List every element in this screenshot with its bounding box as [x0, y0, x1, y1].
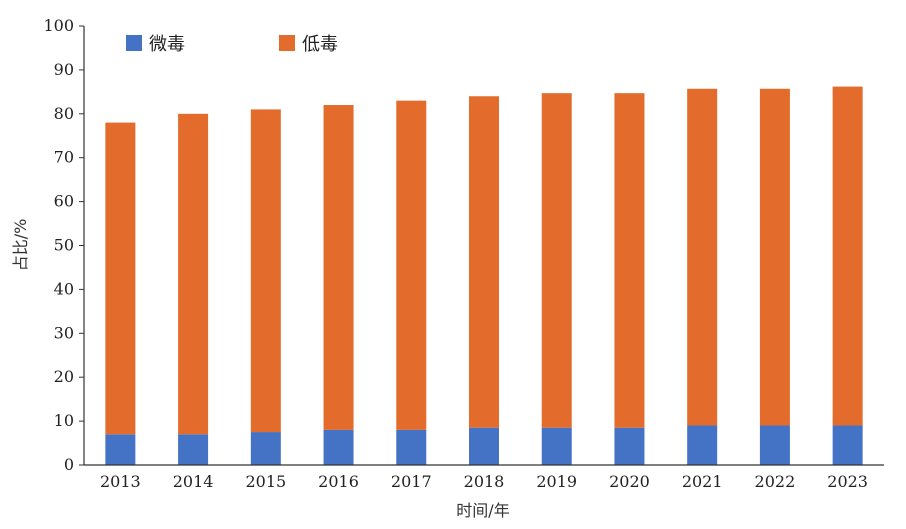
bar-weidu-2013	[105, 434, 136, 465]
bar-weidu-2017	[396, 429, 427, 465]
bar-didu-2021	[687, 88, 718, 426]
bar-didu-2018	[469, 96, 499, 428]
x-axis-ticks: 2013 2014 2015 2016 2017 2018 2019 2020 2021 2022…	[100, 472, 868, 491]
y-tick-label: 80	[54, 104, 74, 123]
bar-didu-2023	[832, 86, 863, 426]
y-tick-label: 10	[54, 411, 74, 430]
y-tick-label: 20	[54, 367, 74, 386]
x-tick-label: 2014	[173, 472, 214, 491]
y-axis-label: 占比/%	[11, 219, 30, 272]
bar-weidu-2016	[323, 429, 354, 465]
x-tick-label: 2015	[245, 472, 286, 491]
x-tick-label: 2023	[827, 472, 868, 491]
bar-didu-2015	[250, 109, 281, 433]
bar-didu-2022	[759, 88, 790, 426]
y-axis-ticks: 0 10 20 30 40 50 60 70 80 90 100	[43, 16, 84, 474]
x-tick-label: 2013	[100, 472, 141, 491]
x-tick-label: 2017	[391, 472, 432, 491]
bar-weidu-2019	[541, 427, 572, 465]
bar-weidu-2020	[614, 427, 645, 465]
y-tick-label: 0	[64, 455, 74, 474]
bar-didu-2020	[614, 93, 645, 428]
y-tick-label: 70	[54, 148, 74, 167]
x-tick-label: 2018	[464, 472, 505, 491]
y-tick-label: 90	[54, 60, 74, 79]
bar-weidu-2023	[832, 425, 863, 465]
bar-didu-2017	[396, 100, 427, 430]
legend-swatch	[279, 35, 295, 51]
x-tick-label: 2016	[318, 472, 359, 491]
bar-didu-2019	[541, 93, 572, 428]
bar-weidu-2018	[469, 427, 499, 465]
legend-label: 低毒	[302, 34, 338, 55]
legend-swatch	[126, 35, 142, 51]
y-tick-label: 40	[54, 279, 74, 298]
x-tick-label: 2019	[536, 472, 577, 491]
bar-weidu-2015	[250, 432, 281, 465]
y-tick-label: 60	[54, 192, 74, 211]
legend: 微毒 低毒	[126, 34, 338, 55]
bar-didu-2016	[323, 105, 354, 430]
y-tick-label: 100	[43, 16, 74, 35]
y-tick-label: 30	[54, 323, 74, 342]
x-tick-label: 2022	[755, 472, 796, 491]
x-tick-label: 2021	[682, 472, 723, 491]
x-tick-label: 2020	[609, 472, 650, 491]
x-axis-label: 时间/年	[456, 501, 509, 520]
bar-didu-2014	[178, 113, 209, 435]
bar-didu-2013	[105, 122, 136, 435]
bar-weidu-2021	[687, 425, 718, 465]
bar-weidu-2014	[178, 434, 209, 465]
y-tick-label: 50	[54, 236, 74, 255]
bar-weidu-2022	[759, 425, 790, 465]
legend-label: 微毒	[149, 34, 185, 55]
bars	[105, 86, 863, 465]
